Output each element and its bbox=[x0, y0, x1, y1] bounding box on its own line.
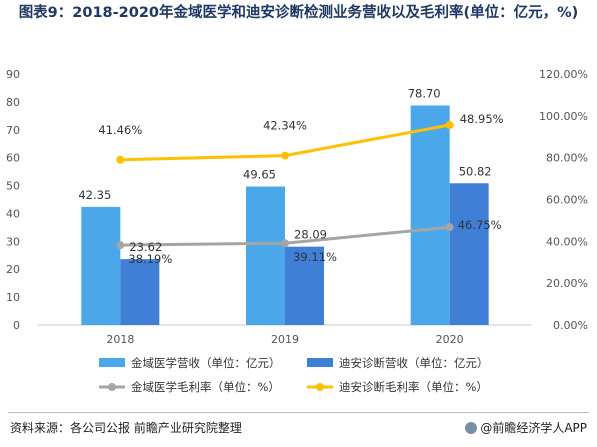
line-point bbox=[445, 223, 454, 232]
bar bbox=[285, 246, 324, 325]
line-value-label: 39.11% bbox=[293, 250, 337, 264]
left-axis-tick: 90 bbox=[6, 68, 20, 81]
left-axis-tick: 60 bbox=[6, 152, 20, 165]
line-point bbox=[116, 155, 125, 164]
bar bbox=[246, 186, 285, 325]
brand-text: @前瞻经济学人APP bbox=[480, 421, 587, 435]
legend-label: 迪安诊断毛利率（单位：%） bbox=[339, 380, 488, 394]
bar-value-label: 42.35 bbox=[78, 188, 111, 202]
legend-label: 金域医学营收（单位：亿元） bbox=[131, 356, 281, 370]
left-axis-tick: 50 bbox=[6, 180, 20, 193]
bar bbox=[449, 183, 489, 325]
bar-value-label: 49.65 bbox=[243, 168, 276, 182]
chart-title: 图表9：2018-2020年金域医学和迪安诊断检测业务营收以及毛利率(单位：亿元… bbox=[18, 5, 579, 21]
right-axis-tick: 80.00% bbox=[546, 152, 588, 165]
legend-swatch bbox=[99, 358, 125, 367]
line-value-label: 41.46% bbox=[98, 123, 142, 137]
bar bbox=[410, 105, 450, 326]
bar-value-label: 28.09 bbox=[294, 228, 327, 242]
x-axis-tick: 2019 bbox=[271, 333, 299, 346]
bar-value-label: 78.70 bbox=[408, 87, 441, 101]
axes: 0 10 20 30 40 50 60 70 80 90 0.00% 20.00% 40.00% 60.0… bbox=[6, 68, 588, 346]
line-value-label: 46.75% bbox=[458, 218, 502, 232]
legend-label: 迪安诊断营收（单位：亿元） bbox=[339, 356, 489, 370]
legend-marker bbox=[108, 383, 116, 391]
bar-value-label: 23.62 bbox=[129, 240, 162, 254]
left-axis-tick: 80 bbox=[6, 96, 20, 109]
right-axis-tick: 100.00% bbox=[539, 110, 588, 123]
legend-label: 金域医学毛利率（单位：%） bbox=[131, 380, 280, 394]
legend-marker bbox=[316, 383, 324, 391]
right-axis-tick: 0.00% bbox=[553, 319, 588, 332]
lines bbox=[116, 121, 454, 250]
line-value-label: 48.95% bbox=[460, 112, 504, 126]
bar bbox=[120, 259, 160, 325]
line-point bbox=[281, 151, 289, 160]
legend-swatch bbox=[307, 358, 333, 367]
bar-value-label: 50.82 bbox=[459, 164, 492, 178]
x-axis-tick: 2020 bbox=[436, 333, 464, 346]
right-axis-tick: 120.00% bbox=[539, 68, 588, 81]
right-axis-tick: 40.00% bbox=[546, 235, 588, 248]
legend: 金域医学营收（单位：亿元） 迪安诊断营收（单位：亿元） 金域医学毛利率（单位：%） 迪… bbox=[99, 356, 489, 394]
line-point bbox=[116, 241, 125, 250]
left-axis-tick: 0 bbox=[13, 319, 20, 332]
right-axis-tick: 20.00% bbox=[546, 277, 588, 290]
line-point bbox=[281, 239, 289, 248]
line-value-label: 42.34% bbox=[263, 119, 307, 133]
left-axis-tick: 70 bbox=[6, 124, 20, 137]
left-axis-tick: 40 bbox=[6, 207, 20, 220]
left-axis-tick: 10 bbox=[6, 291, 20, 304]
source-note: 资料来源：各公司公报 前瞻产业研究院整理 bbox=[10, 421, 242, 435]
x-axis-tick: 2018 bbox=[106, 333, 134, 346]
bar bbox=[81, 206, 121, 325]
data-labels: 42.35 49.65 78.70 23.62 28.09 50.82 38.19% 39.1… bbox=[78, 87, 503, 267]
footer-divider bbox=[8, 412, 589, 413]
line-point bbox=[445, 121, 454, 130]
brand-logo-icon bbox=[465, 422, 478, 434]
right-axis-tick: 60.00% bbox=[546, 194, 588, 207]
left-axis-tick: 30 bbox=[6, 235, 20, 248]
brand-credit: @前瞻经济学人APP bbox=[465, 419, 587, 436]
line-value-label: 38.19% bbox=[128, 252, 172, 266]
bars bbox=[81, 105, 489, 326]
left-axis-tick: 20 bbox=[6, 263, 20, 276]
